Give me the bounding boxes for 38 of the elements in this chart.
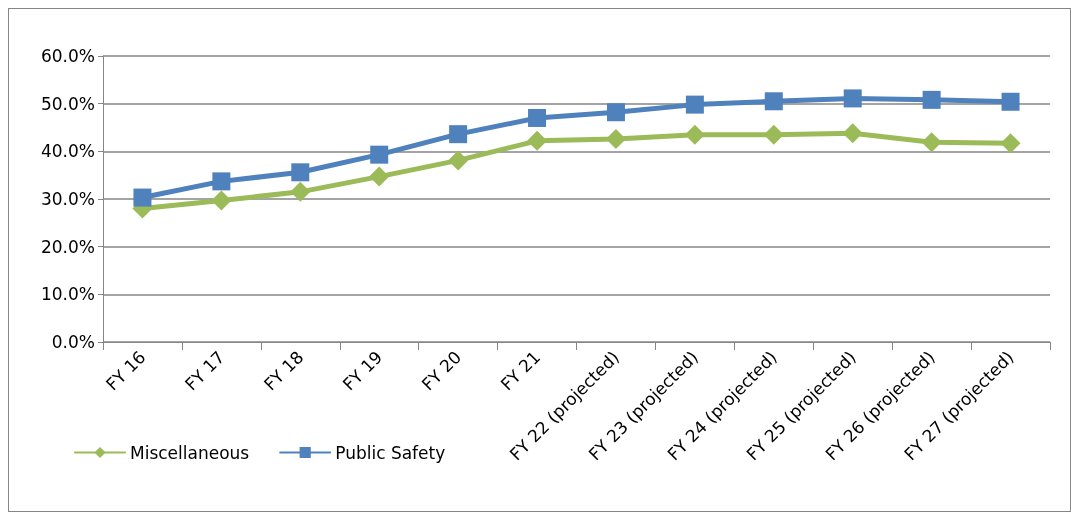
- point: [1001, 92, 1020, 111]
- point: [842, 123, 863, 144]
- point: [133, 188, 152, 207]
- point: [291, 163, 310, 182]
- y-tick-label: 0.0%: [51, 332, 95, 352]
- point: [370, 145, 389, 164]
- y-tick-label: 10.0%: [40, 284, 95, 305]
- point: [843, 89, 862, 108]
- x-tick-label: FY 18: [259, 346, 308, 395]
- point: [369, 166, 390, 187]
- point: [448, 150, 469, 171]
- point: [606, 103, 625, 122]
- point: [211, 190, 232, 211]
- point: [449, 125, 468, 144]
- point: [1000, 133, 1021, 154]
- point: [212, 172, 231, 191]
- y-tick-label: 20.0%: [40, 236, 95, 257]
- x-tick-label: FY 17: [180, 346, 229, 395]
- point: [290, 181, 311, 202]
- y-tick-label: 60.0%: [40, 46, 95, 66]
- x-tick-label: FY 20: [417, 346, 466, 395]
- point: [528, 108, 547, 127]
- x-tick-label: FY 16: [102, 346, 150, 395]
- x-tick-label: FY 19: [338, 346, 387, 395]
- y-tick-label: 50.0%: [40, 93, 95, 114]
- point: [527, 130, 548, 151]
- point: [763, 124, 784, 145]
- x-tick-label: FY 21: [496, 346, 545, 395]
- point: [605, 128, 626, 149]
- y-tick-label: 30.0%: [40, 189, 95, 209]
- point: [921, 132, 942, 153]
- y-tick-label: 40.0%: [40, 141, 95, 162]
- legend-label: Public Safety: [335, 442, 446, 463]
- point: [922, 90, 941, 109]
- point: [684, 124, 705, 145]
- legend-label: Miscellaneous: [130, 442, 250, 463]
- point: [764, 92, 783, 111]
- point: [685, 95, 704, 114]
